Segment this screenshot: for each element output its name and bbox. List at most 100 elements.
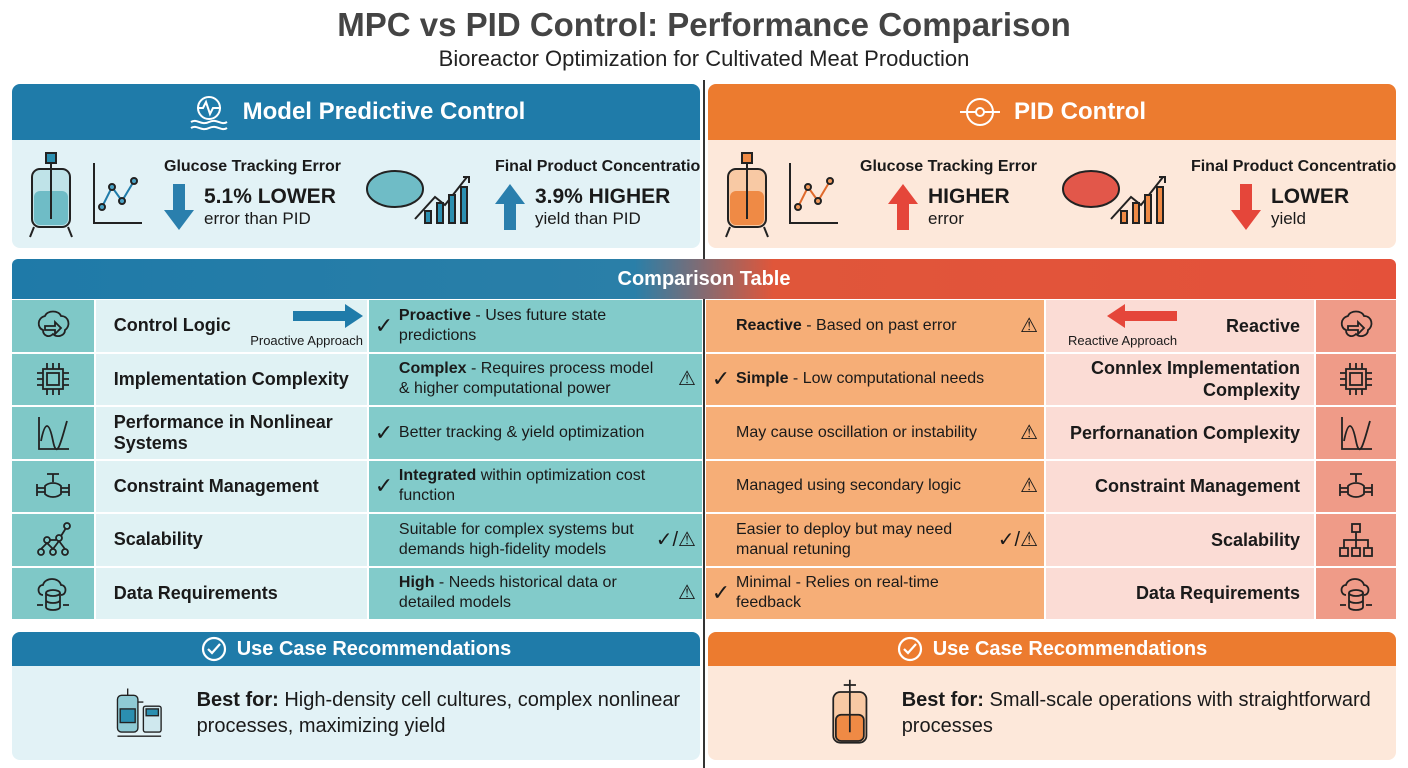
check-icon: ✓ [711,580,731,606]
pid-value-text: Minimal - Relies on real-time feedback [736,574,939,612]
mpc-usecase-title: Use Case Recommendations [236,637,512,660]
mpc-value-text: - Uses future state predictions [398,306,607,344]
mpc-label-cell: Scalability [95,514,367,566]
mpc-header: Model Predictive Control [12,84,700,140]
mpc-value-cell: ✓ Better tracking & yield optimization [368,407,702,459]
pid-product-value: LOWER [1270,185,1350,208]
pid-value-text: Managed using secondary logic [736,477,962,495]
mpc-row-label: Control Logic [113,315,231,336]
proactive-label: Proactive Approach [250,333,363,348]
mpc-label-cell: Control Logic Proactive Approach [95,300,367,352]
check-circle-icon [897,636,922,662]
mpc-icon-cell [12,353,94,405]
pid-usecase: Use Case Recommendations Best for: Small… [708,632,1396,760]
mpc-value-cell: ✓ Proactive - Uses future state predictio… [368,300,702,352]
mpc-glucose-metric: Glucose Tracking Error 5.1% LOWER error t… [12,140,353,248]
bioreactor-system-icon [116,688,162,737]
warning-icon: ⚠ [678,582,696,605]
pid-value-cell: ✓ Simple - Low computational needs [706,353,1044,405]
gear-wave-icon [190,96,228,131]
mpc-icon-cell [12,300,94,352]
mpc-icon-cell [12,567,94,619]
pid-value-bold: Reactive [736,316,802,334]
network-icon [36,521,71,556]
mpc-value-cell: ✓ Integrated within optimization cost fun… [368,460,702,512]
check-warning-icon: ✓/⚠ [655,528,696,551]
wave-chart-icon [37,416,69,450]
pid-icon-cell [1316,514,1396,566]
mpc-value-cell: Suitable for complex systems but demands… [368,514,702,566]
pid-row-label: Scalability [1210,529,1300,550]
pid-glucose-metric: Glucose Tracking Error HIGHER error [708,140,1049,248]
meat-growth-chart-icon [1061,170,1166,224]
chip-icon [36,363,69,396]
pid-usecase-header: Use Case Recommendations [708,632,1396,666]
bioreactor-chart-icon [725,152,838,238]
org-chart-icon [1339,522,1373,557]
pid-icon-cell [1316,300,1396,352]
check-icon: ✓ [711,366,731,392]
pid-row-label: Data Requirements [1135,583,1300,604]
mpc-product-metric: Final Product Concentration 3.9% HIGHER y… [353,140,700,248]
check-icon: ✓ [374,473,394,499]
comparison-table-title: Comparison Table [12,259,1396,299]
mpc-value-text: Suitable for complex systems but demands… [398,520,634,558]
mpc-glucose-value: 5.1% LOWER [204,185,336,208]
brain-icon [1340,310,1373,337]
pid-value-text: - Low computational needs [788,370,985,388]
wave-chart-icon [1341,416,1372,450]
pid-value-cell: May cause oscillation or instability ⚠ [706,407,1044,459]
mpc-title: Model Predictive Control [242,98,526,125]
warning-icon: ⚠ [1020,314,1038,337]
mpc-row: Scalability Suitable for complex systems … [12,514,702,566]
pid-row-label: Perfornanation Complexity [1069,422,1300,443]
arrow-left-icon [1107,304,1178,328]
pid-icon-cell [1316,407,1396,459]
reactive-label: Reactive Approach [1068,333,1178,348]
pid-header: PID Control [708,84,1396,140]
pid-label-cell: Perfornanation Complexity [1046,407,1314,459]
bioreactor-icon [832,679,868,744]
check-circle-icon [201,636,226,662]
page-subtitle: Bioreactor Optimization for Cultivated M… [438,46,970,71]
warning-icon: ⚠ [1020,475,1038,498]
mpc-usecase-header: Use Case Recommendations [12,632,700,666]
pid-value-text: Easier to deploy but may need manual ret… [736,520,953,558]
cloud-database-icon [1340,578,1372,612]
arrow-up-icon [888,184,918,230]
pid-value-cell: ✓ Minimal - Relies on real-time feedback [706,567,1044,619]
pid-usecase-text: Small-scale operations with straightforw… [901,689,1371,737]
check-warning-icon: ✓/⚠ [997,528,1038,551]
pid-row: ✓ Minimal - Relies on real-time feedback D… [706,567,1396,619]
mpc-value-bold: High [398,574,435,592]
center-divider [703,80,705,768]
pid-product-title: Final Product Concentration [1190,158,1396,175]
pid-row: ✓ Simple - Low computational needs Connlex… [706,353,1396,405]
mpc-row: Implementation Complexity Complex - Requi… [12,353,702,405]
mpc-row: Constraint Management ✓ Integrated within … [12,460,702,512]
pid-value-cell: Reactive - Based on past error ⚠ [706,300,1044,352]
pid-row: Reactive - Based on past error ⚠ Reactive … [706,300,1396,352]
cloud-database-icon [36,578,69,612]
warning-icon: ⚠ [678,368,696,391]
mpc-product-caption: yield than PID [534,209,641,228]
valve-icon [35,473,70,499]
mpc-value-cell: Complex - Requires process model & highe… [368,353,702,405]
mpc-usecase: Use Case Recommendations Best for: High-… [12,632,700,760]
pid-title: PID Control [1014,98,1146,125]
valve-icon [1339,473,1373,499]
mpc-row-label: Scalability [113,529,203,550]
mpc-icon-cell [12,407,94,459]
mpc-row: Performance in Nonlinear Systems ✓ Better … [12,407,702,459]
pid-glucose-caption: error [928,209,964,228]
mpc-metrics: Glucose Tracking Error 5.1% LOWER error t… [12,140,700,248]
mpc-label-cell: Performance in Nonlinear Systems [95,407,367,459]
mpc-row: Data Requirements High - Needs historical… [12,567,702,619]
mpc-glucose-caption: error than PID [204,209,311,228]
pid-label-cell: Data Requirements [1046,567,1314,619]
brain-icon [37,310,70,337]
mpc-row-label: Constraint Management [113,475,319,496]
mpc-panel: Model Predictive Control Glucose Trackin… [12,84,700,248]
mpc-label-cell: Data Requirements [95,567,367,619]
pid-row: Managed using secondary logic ⚠ Constraint… [706,460,1396,512]
